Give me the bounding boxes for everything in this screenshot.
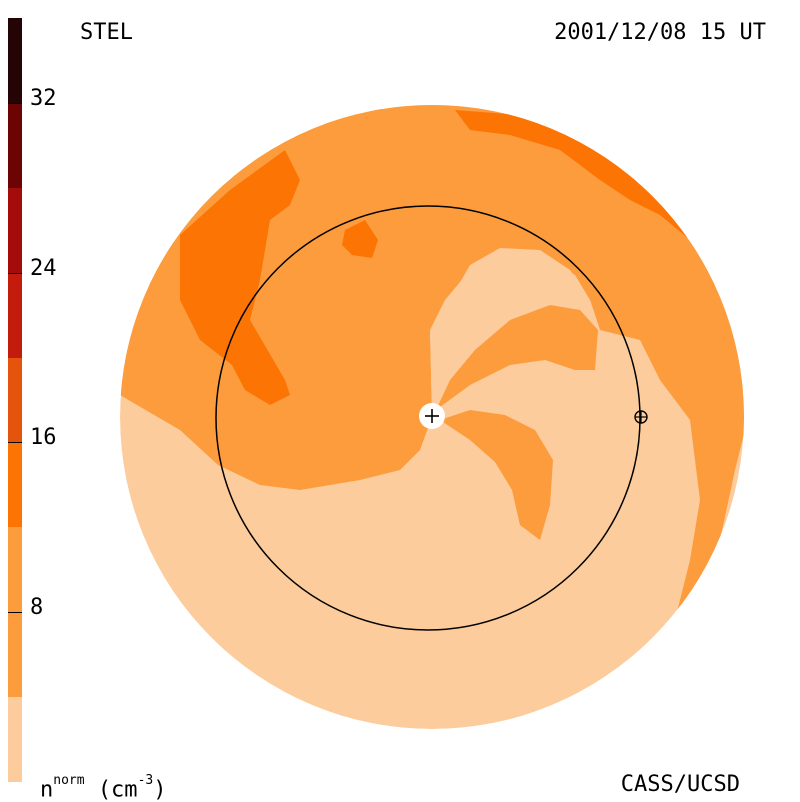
earth-symbol-icon	[634, 410, 648, 424]
colorbar-tick-label-3: 8	[30, 595, 44, 621]
colorbar-tick-0	[8, 102, 22, 104]
colorbar-tick-label-1: 24	[30, 255, 57, 281]
colorbar-band-5	[8, 187, 22, 273]
colorbar-tick-1	[8, 272, 22, 274]
density-arm-1	[436, 305, 598, 410]
colorbar-band-0	[8, 697, 22, 782]
earth-orbit-circle	[215, 205, 641, 631]
unit-close: )	[153, 777, 167, 802]
colorbar-band-2	[8, 442, 22, 528]
colorbar-band-4	[8, 272, 22, 358]
colorbar-band-3	[8, 357, 22, 443]
colorbar-band-6	[8, 102, 22, 188]
density-region-mid	[120, 105, 744, 640]
colorbar-tick-label-0: 32	[30, 85, 57, 111]
colorbar-band-7	[8, 18, 22, 103]
colorbar-tick-label-2: 16	[30, 425, 57, 451]
colorbar-tick-3	[8, 612, 22, 614]
timestamp-label: 2001/12/08 15 UT	[554, 20, 766, 45]
colorbar-unit-label: nnorm (cm-3)	[40, 773, 167, 802]
plus-icon	[419, 403, 445, 429]
density-arm-2	[440, 410, 553, 540]
instrument-label: STEL	[80, 20, 133, 45]
density-region-high-left	[180, 150, 300, 405]
colorbar-band-1	[8, 527, 22, 698]
density-region-low-inner	[430, 255, 600, 417]
unit-rest: (cm	[97, 777, 138, 802]
unit-base: n	[40, 777, 54, 802]
colorbar	[8, 18, 22, 782]
density-region-high-blob	[342, 220, 378, 258]
unit-exponent: -3	[137, 773, 154, 788]
unit-superscript: norm	[53, 773, 85, 788]
colorbar-tick-2	[8, 442, 22, 444]
credit-label: CASS/UCSD	[620, 772, 740, 797]
